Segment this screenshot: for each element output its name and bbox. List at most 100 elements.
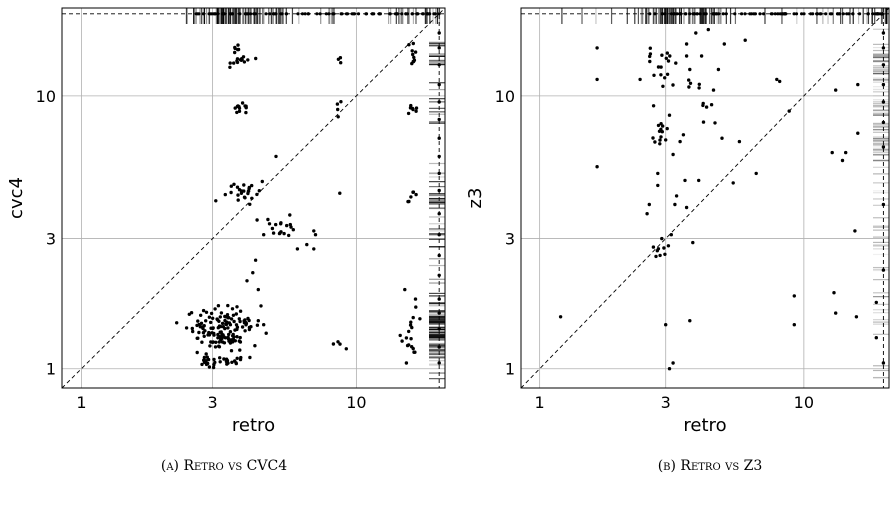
y-tick-label-1: 3 bbox=[505, 230, 515, 249]
timeout-x-point-8 bbox=[881, 46, 886, 50]
cluster-4-point-2 bbox=[204, 352, 208, 356]
timeout-y-point-81 bbox=[783, 12, 787, 16]
timeout-y-point-83 bbox=[837, 12, 841, 16]
timeout-y-point-78 bbox=[197, 12, 201, 16]
timeout-y-point-2 bbox=[858, 12, 862, 16]
cluster-3-point-19 bbox=[217, 340, 221, 344]
timeout-y-point-77 bbox=[748, 12, 752, 16]
point-34 bbox=[711, 88, 716, 92]
point-16 bbox=[673, 202, 677, 207]
cluster-0-point-34 bbox=[196, 319, 200, 323]
timeout-x-point-2 bbox=[881, 202, 886, 207]
cluster-1-point-17 bbox=[218, 315, 222, 319]
cluster-0-point-6 bbox=[197, 330, 201, 335]
point-10 bbox=[313, 233, 318, 237]
timeout-x-point-1 bbox=[881, 268, 886, 272]
cluster-2-point-12 bbox=[235, 325, 240, 329]
cluster-0-point-8 bbox=[674, 61, 678, 65]
timeout-y-point-89 bbox=[352, 12, 356, 16]
cluster-0-point-10 bbox=[664, 56, 668, 60]
point-51 bbox=[844, 150, 848, 155]
y-axis-label: z3 bbox=[465, 188, 486, 209]
cluster-1-point-28 bbox=[226, 303, 230, 308]
cluster-13-point-0 bbox=[409, 320, 413, 324]
cluster-1-point-6 bbox=[658, 138, 662, 142]
cluster-9-point-10 bbox=[237, 109, 242, 114]
cluster-7-point-13 bbox=[214, 199, 218, 203]
point-18 bbox=[669, 233, 673, 237]
point-44 bbox=[787, 109, 791, 113]
point-6 bbox=[647, 202, 651, 207]
timeout-y-point-48 bbox=[776, 12, 780, 16]
cluster-16-point-4 bbox=[410, 61, 414, 66]
timeout-y-point-55 bbox=[663, 12, 667, 16]
cluster-5-point-4 bbox=[701, 120, 706, 124]
timeout-y-point-75 bbox=[372, 12, 376, 16]
timeout-y-point-35 bbox=[688, 12, 692, 16]
cluster-8-point-6 bbox=[257, 189, 261, 193]
cluster-2-point-26 bbox=[233, 328, 237, 332]
timeout-y-point-63 bbox=[672, 12, 676, 16]
cluster-4-point-14 bbox=[211, 365, 216, 370]
point-15 bbox=[671, 152, 675, 157]
point-7 bbox=[651, 104, 656, 108]
point-38 bbox=[731, 181, 735, 185]
cluster-7-point-10 bbox=[232, 182, 236, 186]
cluster-12-point-15 bbox=[289, 225, 293, 229]
x-tick-label-2: 10 bbox=[794, 393, 814, 412]
point-49 bbox=[834, 311, 838, 315]
timeout-x-point-8 bbox=[437, 212, 441, 216]
timeout-y-point-88 bbox=[228, 12, 232, 16]
point-47 bbox=[834, 88, 838, 92]
cluster-5-point-3 bbox=[704, 105, 709, 109]
cluster-4-point-10 bbox=[207, 365, 212, 369]
cluster-13-point-7 bbox=[400, 339, 404, 343]
timeout-y-point-24 bbox=[194, 12, 198, 16]
point-35 bbox=[716, 67, 721, 72]
cluster-0-point-28 bbox=[195, 323, 199, 328]
cluster-0-point-5 bbox=[207, 315, 212, 319]
timeout-y-point-59 bbox=[344, 12, 349, 16]
cluster-1-point-19 bbox=[235, 335, 239, 339]
cluster-2-point-6 bbox=[658, 253, 662, 258]
cluster-1-point-7 bbox=[653, 140, 657, 144]
timeout-y-point-72 bbox=[653, 12, 657, 16]
cluster-3-point-0 bbox=[661, 84, 665, 89]
cluster-7-point-7 bbox=[229, 190, 233, 195]
timeout-y-point-25 bbox=[724, 12, 728, 16]
cluster-6-point-8 bbox=[237, 339, 241, 343]
timeout-y-point-86 bbox=[243, 12, 247, 16]
point-21 bbox=[678, 139, 682, 144]
timeout-y-point-38 bbox=[866, 12, 870, 16]
timeout-y-point-7 bbox=[264, 12, 268, 16]
cluster-1-point-1 bbox=[220, 321, 225, 326]
point-36 bbox=[720, 136, 724, 140]
cluster-1-point-24 bbox=[225, 313, 230, 317]
cluster-8-point-5 bbox=[239, 189, 244, 193]
y-tick-label-1: 3 bbox=[46, 230, 56, 249]
timeout-y-point-0 bbox=[318, 12, 322, 16]
timeout-y-point-48 bbox=[356, 12, 361, 16]
timeout-y-point-78 bbox=[880, 12, 885, 16]
cluster-2-point-7 bbox=[238, 309, 243, 313]
cluster-1-point-7 bbox=[235, 305, 239, 309]
point-21 bbox=[210, 340, 215, 344]
cluster-3-point-1 bbox=[203, 329, 207, 333]
cluster-12-point-6 bbox=[266, 217, 270, 222]
cluster-5-point-2 bbox=[713, 121, 717, 125]
timeout-y-point-67 bbox=[405, 12, 410, 16]
cluster-1-point-21 bbox=[216, 318, 220, 322]
cluster-3-point-3 bbox=[652, 73, 656, 78]
timeout-y-point-10 bbox=[743, 12, 747, 16]
timeout-y-point-82 bbox=[851, 12, 855, 16]
cluster-1-point-18 bbox=[223, 318, 227, 323]
point-4 bbox=[638, 77, 642, 82]
timeout-y-point-17 bbox=[802, 12, 806, 16]
cluster-5-point-6 bbox=[218, 356, 222, 360]
point-6 bbox=[274, 154, 278, 159]
cluster-0-point-26 bbox=[211, 316, 215, 320]
cluster-5-point-9 bbox=[225, 362, 229, 366]
cluster-7-point-12 bbox=[229, 184, 233, 188]
cluster-0-point-7 bbox=[648, 59, 652, 64]
